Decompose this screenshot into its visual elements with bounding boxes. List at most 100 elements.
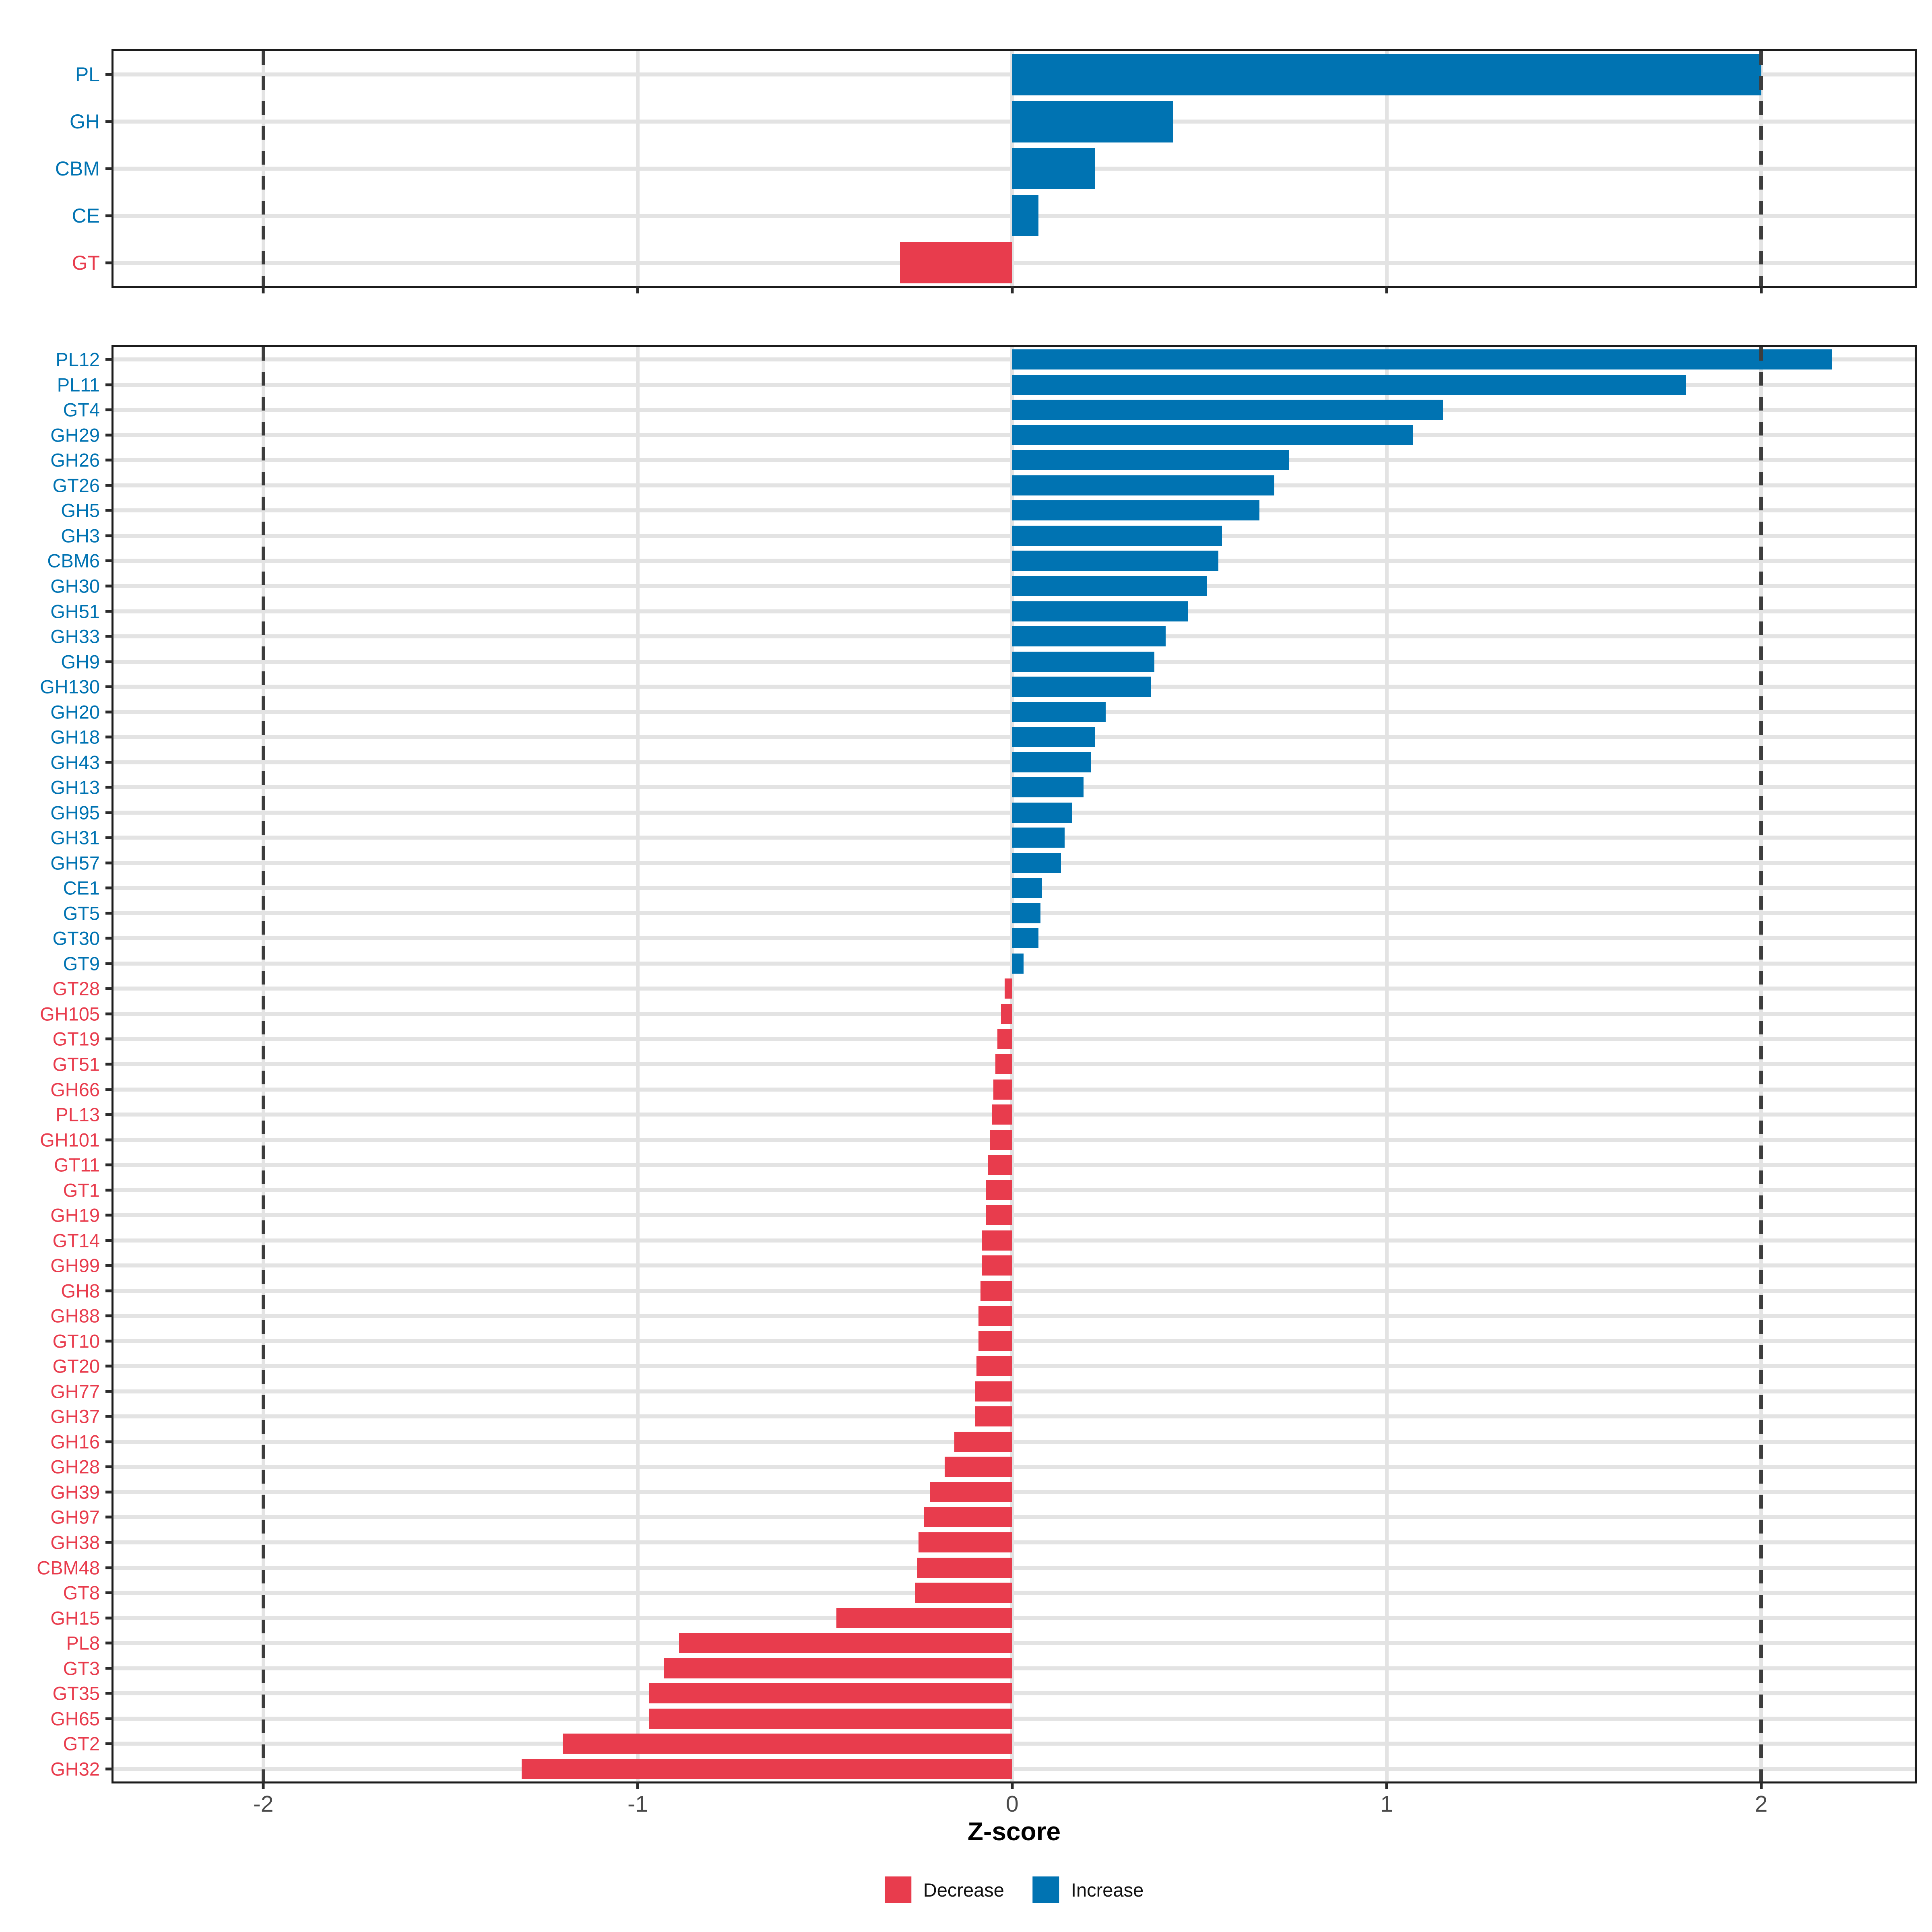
y-gridline	[114, 1641, 1915, 1645]
y-tick	[105, 811, 114, 814]
legend: Decrease Increase	[884, 1876, 1144, 1903]
cazyme-family-panel: PL12 PL11 GT4 GH29 GH26 GT26 GH5 GH3 CBM6 GH30 GH5…	[37, 345, 1917, 1816]
y-tick	[105, 1742, 114, 1745]
y-tick	[105, 1239, 114, 1242]
y-axis-label-GH26: GH26	[50, 449, 100, 471]
y-axis-label-CBM6: CBM6	[47, 550, 100, 572]
bar-GH99	[982, 1255, 1012, 1276]
y-axis-label-GH88: GH88	[50, 1305, 100, 1327]
dashed-guideline	[1759, 347, 1763, 1781]
y-axis-label-GH33: GH33	[50, 625, 100, 647]
y-gridline	[114, 1591, 1915, 1595]
y-axis-label-GH9: GH9	[61, 651, 100, 673]
y-gridline	[114, 1490, 1915, 1494]
bar-PL13	[991, 1104, 1012, 1125]
bar-GH29	[1012, 425, 1413, 445]
bar-GH57	[1012, 852, 1061, 873]
y-gridline	[114, 1213, 1915, 1218]
y-axis-label-CE1: CE1	[63, 877, 100, 899]
bar-PL11	[1012, 374, 1686, 395]
y-tick	[105, 383, 114, 386]
x-tick	[262, 286, 265, 293]
y-tick	[105, 1692, 114, 1695]
y-tick	[105, 433, 114, 437]
y-axis-label-GH20: GH20	[50, 701, 100, 723]
y-axis-label-GT19: GT19	[52, 1028, 100, 1050]
y-tick	[105, 660, 114, 663]
y-gridline	[114, 1742, 1915, 1746]
bar-GH19	[986, 1205, 1012, 1226]
y-axis-label-GT14: GT14	[52, 1230, 100, 1251]
bar-GH28	[945, 1457, 1012, 1477]
bar-CBM6	[1012, 551, 1218, 571]
bar-GT4	[1012, 400, 1443, 420]
x-tick	[1760, 286, 1763, 293]
bar-GT19	[997, 1029, 1012, 1049]
y-gridline	[114, 260, 1915, 265]
y-gridline	[114, 1767, 1915, 1771]
y-axis-label-GH99: GH99	[50, 1255, 100, 1276]
y-tick	[105, 962, 114, 965]
x-tick-label: 2	[1754, 1791, 1768, 1817]
bar-GT26	[1012, 475, 1275, 495]
y-axis-label-GH38: GH38	[50, 1532, 100, 1553]
bar-GH32	[522, 1759, 1012, 1779]
bar-GT1	[986, 1180, 1012, 1200]
y-tick	[105, 710, 114, 714]
y-tick	[105, 1063, 114, 1066]
y-gridline	[114, 1314, 1915, 1318]
y-tick	[105, 358, 114, 361]
bar-GH26	[1012, 450, 1290, 471]
bar-GH37	[974, 1406, 1012, 1427]
bar-GH30	[1012, 576, 1207, 596]
y-tick	[105, 761, 114, 764]
bar-GH130	[1012, 677, 1151, 697]
y-axis-label-GT26: GT26	[52, 475, 100, 496]
y-axis-label-GH51: GH51	[50, 601, 100, 622]
y-tick	[105, 167, 114, 170]
y-tick	[105, 987, 114, 990]
legend-swatch-increase	[1032, 1876, 1059, 1903]
y-axis-label-GH32: GH32	[50, 1758, 100, 1780]
y-axis-label-GH3: GH3	[61, 525, 100, 547]
cazyme-class-panel: PL GH CBM CE GT	[55, 49, 1917, 293]
y-tick	[105, 937, 114, 940]
y-axis-label-CE: CE	[72, 204, 100, 227]
y-tick	[105, 836, 114, 839]
y-axis-label-GT2: GT2	[63, 1733, 100, 1754]
y-axis-label-PL: PL	[75, 63, 100, 86]
bar-GH5	[1012, 500, 1259, 521]
x-tick	[1011, 1781, 1014, 1789]
y-axis-label-GH31: GH31	[50, 827, 100, 848]
bar-GH65	[649, 1708, 1012, 1729]
y-axis-label-PL11: PL11	[57, 374, 100, 396]
y-tick	[105, 1037, 114, 1040]
bar-CBM	[1012, 148, 1095, 190]
x-tick	[636, 286, 639, 293]
y-axis-label-GH8: GH8	[61, 1280, 100, 1302]
y-axis-label-GT11: GT11	[54, 1154, 100, 1176]
y-gridline	[114, 1238, 1915, 1243]
y-tick	[105, 1440, 114, 1443]
y-tick	[105, 1767, 114, 1771]
bar-GH88	[978, 1306, 1012, 1326]
y-axis-label-PL13: PL13	[56, 1104, 100, 1125]
y-gridline	[114, 1037, 1915, 1041]
y-gridline	[114, 1616, 1915, 1620]
y-axis-label-GH28: GH28	[50, 1456, 100, 1478]
x-tick	[1760, 1781, 1763, 1789]
y-tick	[105, 484, 114, 487]
y-axis-label-GH19: GH19	[50, 1204, 100, 1226]
y-tick	[105, 408, 114, 411]
y-tick	[105, 635, 114, 638]
bar-GH13	[1012, 777, 1084, 798]
y-gridline	[114, 1465, 1915, 1469]
y-gridline	[114, 1087, 1915, 1092]
y-axis-label-GH29: GH29	[50, 424, 100, 446]
y-axis-label-GH37: GH37	[50, 1406, 100, 1427]
y-axis-label-GH: GH	[70, 110, 100, 133]
bar-GT51	[995, 1054, 1012, 1074]
y-axis-label-GH65: GH65	[50, 1708, 100, 1730]
bar-GH18	[1012, 727, 1095, 747]
y-tick	[105, 1515, 114, 1519]
